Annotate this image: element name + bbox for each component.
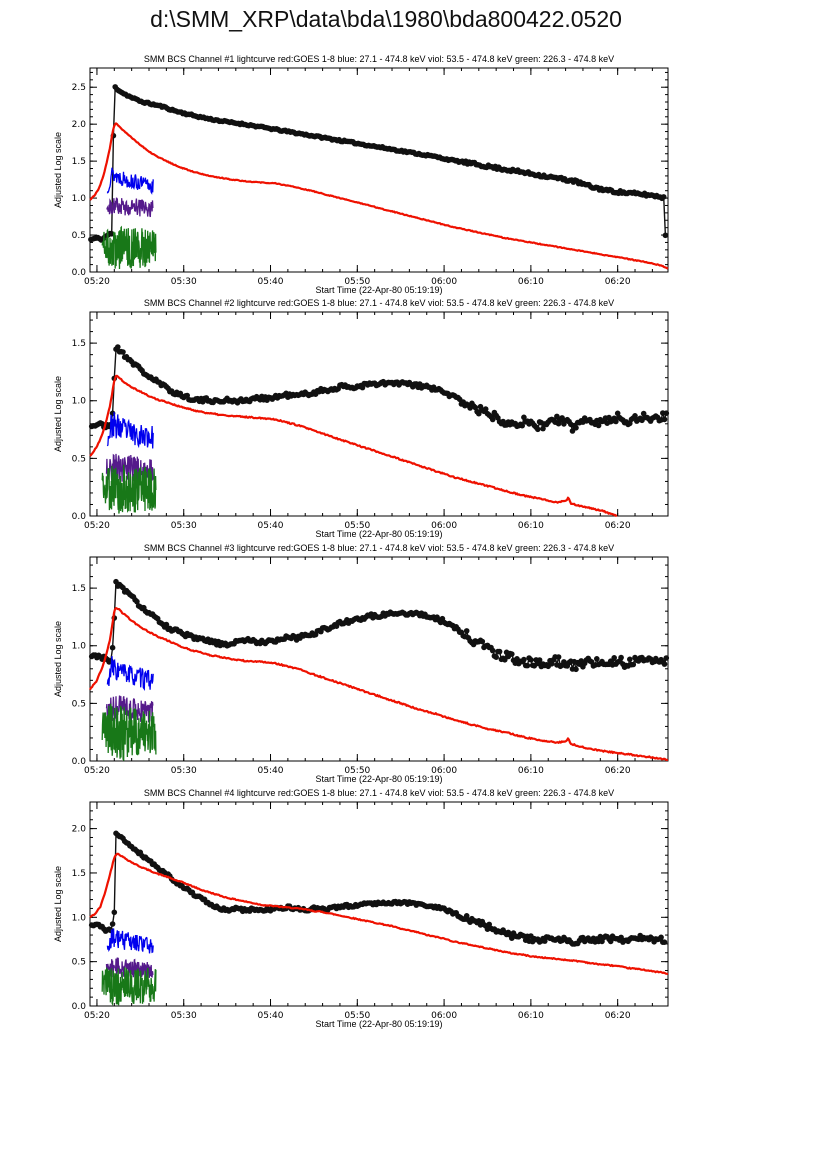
y-tick-label: 0.0 — [72, 268, 87, 278]
panel-3-title: SMM BCS Channel #3 lightcurve red:GOES 1… — [143, 543, 615, 553]
x-tick-label: 06:20 — [605, 277, 631, 287]
chart-panel-4: SMM BCS Channel #4 lightcurve red:GOES 1… — [0, 786, 826, 1030]
y-tick-label: 1.0 — [72, 642, 87, 652]
series-green: 226.3 - 474.8 keV — [101, 703, 157, 761]
y-tick-label: 0.5 — [72, 454, 86, 464]
x-tick-label: 05:50 — [344, 521, 370, 531]
chart-panel-3: SMM BCS Channel #3 lightcurve red:GOES 1… — [0, 541, 826, 785]
x-tick-label: 05:30 — [171, 1011, 197, 1021]
x-tick-label: 06:10 — [518, 766, 544, 776]
panel-1-title: SMM BCS Channel #1 lightcurve red:GOES 1… — [143, 54, 615, 64]
x-tick-label: 06:00 — [431, 766, 457, 776]
axes — [89, 556, 669, 762]
panel-4-xlabel: Start Time (22-Apr-80 05:19:19) — [315, 1019, 443, 1029]
panel-2-canvas: 05:20 05:30 05:40 05:50 06:00 06:10 06:20 0.0 0.… — [72, 311, 670, 531]
y-tick-label: 0.5 — [72, 231, 86, 241]
x-tick-label: 05:30 — [171, 521, 197, 531]
series-red:GOES 1-8 — [89, 122, 669, 270]
y-tick-label: 0.0 — [72, 757, 87, 767]
y-tick-label: 1.0 — [72, 913, 87, 923]
y-tick-label: 2.0 — [72, 120, 87, 130]
y-tick-label: 2.0 — [72, 825, 87, 835]
x-tick-label: 05:30 — [171, 766, 197, 776]
x-tick-label: 06:00 — [431, 1011, 457, 1021]
panel-4-canvas: 05:20 05:30 05:40 05:50 06:00 06:10 06:20 0.0 0.… — [72, 801, 669, 1021]
series-green: 226.3 - 474.8 keV — [101, 464, 157, 514]
x-tick-label: 05:40 — [258, 1011, 284, 1021]
axes — [89, 311, 669, 517]
y-tick-label: 2.5 — [72, 83, 86, 93]
chart-panel-2: SMM BCS Channel #2 lightcurve red:GOES 1… — [0, 296, 826, 540]
axes — [89, 67, 669, 273]
y-tick-label: 1.5 — [72, 584, 86, 594]
x-tick-label: 05:20 — [84, 1011, 110, 1021]
series-red:GOES 1-8 — [89, 374, 618, 517]
y-tick-label: 1.0 — [72, 397, 87, 407]
series-green: 226.3 - 474.8 keV — [101, 967, 157, 1006]
x-tick-label: 06:20 — [605, 1011, 631, 1021]
series-blue: 27.1 - 474.8 keV — [106, 411, 154, 449]
x-tick-label: 05:20 — [84, 277, 110, 287]
series-blue: 27.1 - 474.8 keV — [106, 656, 154, 691]
x-tick-label: 06:10 — [518, 521, 544, 531]
series-BCS Channel #4 — [88, 830, 668, 947]
y-tick-label: 0.5 — [72, 958, 86, 968]
panel-3-xlabel: Start Time (22-Apr-80 05:19:19) — [315, 774, 443, 784]
series-red:GOES 1-8 — [89, 606, 669, 761]
x-tick-label: 06:20 — [605, 521, 631, 531]
x-tick-label: 05:40 — [258, 766, 284, 776]
y-tick-label: 1.0 — [72, 194, 87, 204]
panel-1-xlabel: Start Time (22-Apr-80 05:19:19) — [315, 285, 443, 295]
panel-1-canvas: 05:20 05:30 05:40 05:50 06:00 06:10 06:20 0.0 0.… — [72, 67, 669, 287]
x-tick-label: 05:40 — [258, 521, 284, 531]
y-tick-label: 0.0 — [72, 512, 87, 522]
series-BCS Channel #3 — [88, 578, 670, 673]
panel-3-canvas: 05:20 05:30 05:40 05:50 06:00 06:10 06:20 0.0 0.… — [72, 556, 670, 776]
x-tick-label: 06:00 — [431, 521, 457, 531]
series-BCS Channel #1 — [88, 84, 669, 243]
y-tick-label: 1.5 — [72, 339, 86, 349]
x-tick-label: 06:10 — [518, 277, 544, 287]
series-blue: 27.1 - 474.8 keV — [106, 167, 154, 195]
series-red:GOES 1-8 — [89, 852, 669, 976]
x-tick-label: 06:00 — [431, 277, 457, 287]
y-tick-label: 1.5 — [72, 869, 86, 879]
x-tick-label: 05:40 — [258, 277, 284, 287]
series-BCS Channel #2 — [88, 344, 670, 434]
series-green: 226.3 - 474.8 keV — [101, 225, 157, 270]
series-viol: 53.5 - 474.8 keV — [106, 197, 154, 218]
page-title: d:\SMM_XRP\data\bda\1980\bda800422.0520 — [150, 6, 622, 32]
x-tick-label: 06:20 — [605, 766, 631, 776]
x-tick-label: 06:10 — [518, 1011, 544, 1021]
axes — [89, 801, 669, 1007]
chart-panel-1: SMM BCS Channel #1 lightcurve red:GOES 1… — [0, 52, 826, 296]
x-tick-label: 05:50 — [344, 1011, 370, 1021]
y-tick-label: 0.5 — [72, 699, 86, 709]
x-tick-label: 05:50 — [344, 766, 370, 776]
x-tick-label: 05:30 — [171, 277, 197, 287]
x-tick-label: 05:20 — [84, 766, 110, 776]
panel-4-title: SMM BCS Channel #4 lightcurve red:GOES 1… — [143, 788, 615, 798]
panel-2-title: SMM BCS Channel #2 lightcurve red:GOES 1… — [143, 298, 615, 308]
x-tick-label: 05:50 — [344, 277, 370, 287]
panel-2-xlabel: Start Time (22-Apr-80 05:19:19) — [315, 529, 443, 539]
y-tick-label: 0.0 — [72, 1002, 87, 1012]
series-blue: 27.1 - 474.8 keV — [106, 928, 154, 954]
y-tick-label: 1.5 — [72, 157, 86, 167]
x-tick-label: 05:20 — [84, 521, 110, 531]
